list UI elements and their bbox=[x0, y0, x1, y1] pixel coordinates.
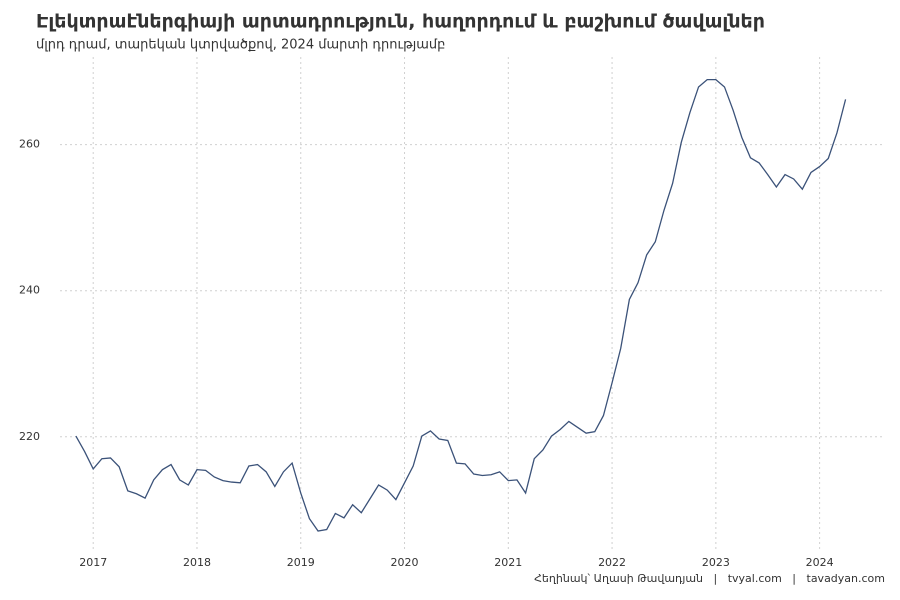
x-tick-label: 2023 bbox=[702, 556, 730, 569]
x-tick-label: 2017 bbox=[79, 556, 107, 569]
y-tick-label: 260 bbox=[19, 138, 40, 151]
y-tick-label: 220 bbox=[19, 430, 40, 443]
chart-title: Էլեկտրաէներգիայի արտադրություն, հաղորդու… bbox=[36, 11, 765, 33]
x-tick-label: 2018 bbox=[183, 556, 211, 569]
x-tick-label: 2019 bbox=[287, 556, 315, 569]
caption: Հեղինակ՝ Աղասի Թավադյան | tvyal.com | ta… bbox=[534, 572, 885, 585]
x-tick-label: 2024 bbox=[806, 556, 834, 569]
x-tick-label: 2020 bbox=[391, 556, 419, 569]
x-tick-label: 2021 bbox=[494, 556, 522, 569]
x-tick-label: 2022 bbox=[598, 556, 626, 569]
chart-subtitle: մլրդ դրամ, տարեկան կտրվածքով, 2024 մարտի… bbox=[36, 38, 445, 53]
y-tick-label: 240 bbox=[19, 284, 40, 297]
series-line bbox=[75, 78, 847, 532]
